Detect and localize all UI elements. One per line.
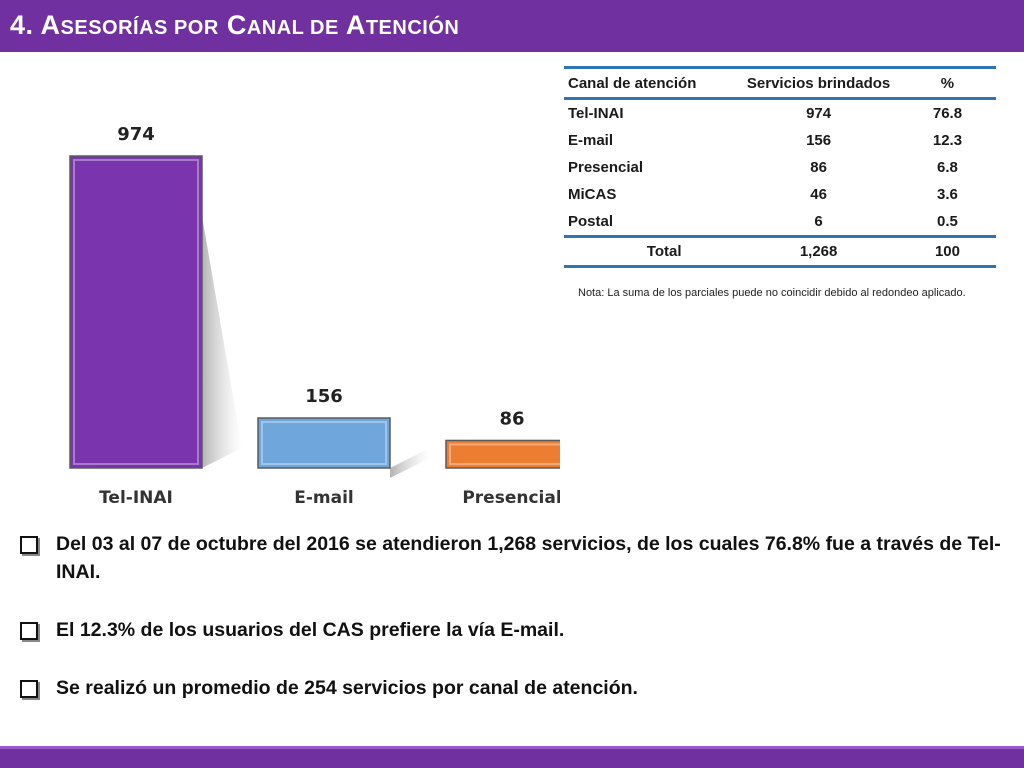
table-cell: 156 (806, 132, 832, 149)
bullet-text: Se realizó un promedio de 254 servicios … (56, 677, 638, 699)
table-total-label: Total (564, 235, 739, 268)
table-cell: 46 (810, 186, 827, 203)
bar-bevel (261, 421, 387, 465)
table-header-canal: Canal de atención (564, 66, 739, 100)
bar-e-mail (257, 417, 391, 469)
table-cell: 974 (806, 105, 832, 122)
title-word: C (226, 10, 247, 40)
bar-presencial (445, 439, 560, 469)
table-total-percent: 100 (898, 235, 996, 268)
table-header-servicios: Servicios brindados (738, 66, 899, 100)
category-label: Presencial (462, 488, 560, 508)
bullet-text: El 12.3% de los usuarios del CAS prefier… (56, 619, 565, 641)
table-header-percent: % (898, 66, 996, 100)
table-row: Postal 6 0.5 (564, 208, 996, 237)
checkbox-bullet-icon (20, 622, 38, 640)
data-label: 974 (117, 124, 155, 145)
bullet-item: Se realizó un promedio de 254 servicios … (16, 674, 1006, 702)
table-cell: 76.8 (932, 105, 963, 122)
table-row: Tel-INAI 974 76.8 (564, 99, 996, 128)
bullet-list: Del 03 al 07 de octubre del 2016 se aten… (16, 530, 1006, 732)
table-cell: 3.6 (937, 186, 958, 203)
bullet-text: Del 03 al 07 de octubre del 2016 se aten… (56, 533, 1001, 583)
bar-shadow (390, 448, 430, 479)
title-word: A (40, 10, 61, 40)
checkbox-bullet-icon (20, 680, 38, 698)
title-word-rest: ANAL DE (246, 17, 339, 39)
title-word-rest: SESORÍAS POR (60, 17, 219, 39)
table-cell: Presencial (568, 159, 644, 176)
table-cell: E-mail (568, 132, 614, 149)
data-label: 156 (305, 386, 343, 407)
bar-shadow (202, 216, 242, 468)
table-row: Presencial 86 6.8 (564, 154, 996, 181)
bar-bevel (73, 159, 199, 465)
footer-bar (0, 746, 1024, 768)
table-row: MiCAS 46 3.6 (564, 181, 996, 208)
table-cell: 86 (810, 159, 827, 176)
table-row: E-mail 156 12.3 (564, 127, 996, 154)
bar-tel-inai (69, 155, 203, 469)
table-total-row: Total 1,268 100 (564, 235, 996, 268)
header-bar (0, 0, 1024, 52)
title-word-rest: TENCIÓN (365, 17, 460, 39)
table-cell: Tel-INAI (568, 105, 624, 122)
table-header-row: Canal de atención Servicios brindados % (564, 66, 996, 100)
data-label: 86 (499, 408, 524, 429)
title-number: 4. (10, 10, 34, 40)
checkbox-bullet-icon (20, 536, 38, 554)
table-cell: 0.5 (937, 213, 958, 230)
services-table: Canal de atención Servicios brindados % … (564, 66, 996, 268)
title-word: A (345, 10, 366, 40)
category-label: E-mail (294, 488, 354, 508)
bar-bevel (449, 443, 560, 466)
table-cell: MiCAS (568, 186, 617, 203)
bar-chart: 97415686466 Tel-INAIE-mailPresencialMiCA… (69, 124, 560, 508)
table-cell: 6.8 (937, 159, 958, 176)
table-cell: 6 (814, 213, 823, 230)
bullet-item: El 12.3% de los usuarios del CAS prefier… (16, 616, 1006, 644)
table-total-servicios: 1,268 (738, 235, 899, 268)
table-cell: Postal (568, 213, 614, 230)
category-label: Tel-INAI (99, 488, 173, 508)
page-title: 4. ASESORÍAS POR CANAL DE ATENCIÓN (10, 10, 459, 41)
table-note: Nota: La suma de los parciales puede no … (578, 287, 966, 299)
bullet-item: Del 03 al 07 de octubre del 2016 se aten… (16, 530, 1006, 586)
table-cell: 12.3 (932, 132, 963, 149)
